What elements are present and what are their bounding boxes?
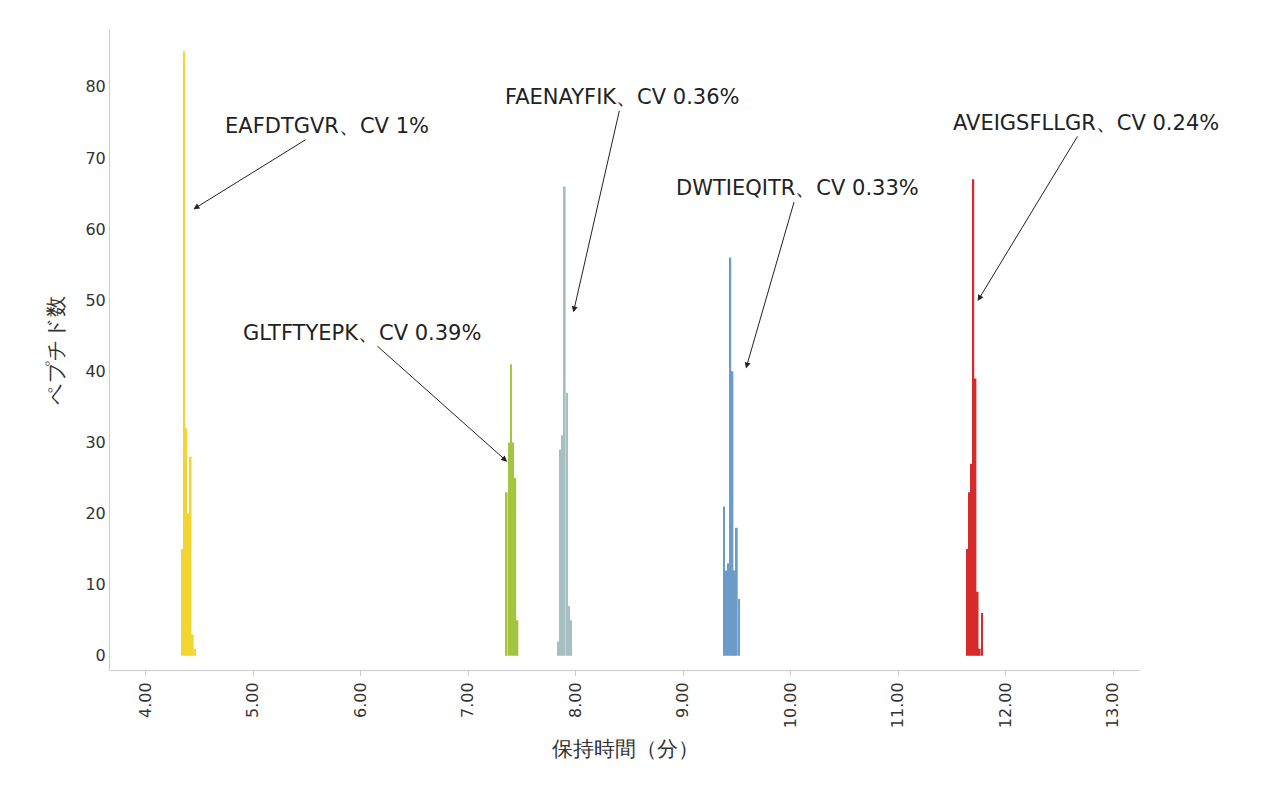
svg-text:11.00: 11.00 [888, 682, 907, 728]
svg-text:ペプチド数: ペプチド数 [44, 296, 68, 405]
svg-text:DWTIEQITR、CV 0.33%: DWTIEQITR、CV 0.33% [676, 176, 919, 200]
svg-text:30: 30 [85, 433, 105, 452]
svg-text:0: 0 [96, 646, 106, 665]
svg-text:80: 80 [85, 77, 105, 96]
svg-text:6.00: 6.00 [351, 682, 370, 718]
svg-text:50: 50 [85, 291, 105, 310]
svg-text:60: 60 [85, 220, 105, 239]
svg-text:10: 10 [85, 575, 105, 594]
svg-text:9.00: 9.00 [673, 682, 692, 718]
svg-text:8.00: 8.00 [566, 682, 585, 718]
svg-text:GLTFTYEPK、CV 0.39%: GLTFTYEPK、CV 0.39% [243, 321, 481, 345]
svg-text:FAENAYFIK、CV 0.36%: FAENAYFIK、CV 0.36% [505, 85, 740, 109]
svg-text:7.00: 7.00 [458, 682, 477, 718]
svg-text:12.00: 12.00 [996, 682, 1015, 728]
svg-text:保持時間（分）: 保持時間（分） [552, 737, 699, 761]
svg-text:AVEIGSFLLGR、CV 0.24%: AVEIGSFLLGR、CV 0.24% [953, 111, 1219, 135]
svg-text:20: 20 [85, 504, 105, 523]
svg-text:70: 70 [85, 149, 105, 168]
svg-text:40: 40 [85, 362, 105, 381]
svg-text:13.00: 13.00 [1103, 682, 1122, 728]
svg-text:4.00: 4.00 [136, 682, 155, 718]
svg-text:10.00: 10.00 [781, 682, 800, 728]
svg-text:EAFDTGVR、CV 1%: EAFDTGVR、CV 1% [225, 114, 429, 138]
svg-text:5.00: 5.00 [243, 682, 262, 718]
